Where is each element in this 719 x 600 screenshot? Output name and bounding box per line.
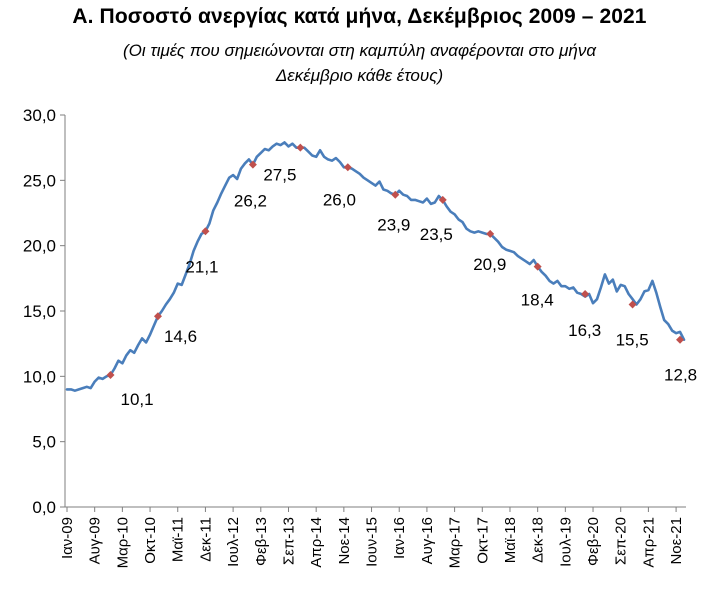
x-tick-label: Απρ-21 [640,517,657,568]
x-tick-label: Ιουν-15 [364,517,381,567]
x-tick-label: Οκτ-17 [474,517,491,564]
data-label: 21,1 [185,257,218,276]
x-tick-label: Μαρ-17 [447,517,464,568]
x-tick-label: Ιαν-16 [391,517,408,559]
x-tick-label: Μαϊ-11 [170,517,187,562]
y-tick-label: 20,0 [23,237,56,256]
x-tick-label: Αυγ-09 [87,517,104,564]
data-marker [438,195,447,204]
data-label: 14,6 [164,327,197,346]
data-marker [581,290,590,299]
data-label: 20,9 [473,255,506,274]
data-marker [391,190,400,199]
data-marker [486,229,495,238]
data-label: 18,4 [521,291,554,310]
y-tick-label: 0,0 [32,498,56,517]
data-marker [628,300,637,309]
data-label: 15,5 [616,330,649,349]
data-label: 26,0 [323,190,356,209]
x-tick-label: Φεβ-13 [253,517,270,566]
data-label: 26,2 [234,192,267,211]
y-tick-label: 25,0 [23,171,56,190]
x-tick-label: Νοε-14 [336,517,353,565]
data-label: 16,3 [568,321,601,340]
data-label: 10,1 [121,390,154,409]
data-marker [201,227,210,236]
data-marker [153,312,162,321]
x-tick-label: Σεπ-20 [613,517,630,565]
x-tick-label: Ιαν-09 [59,517,76,559]
x-tick-label: Νοε-21 [668,517,685,565]
x-tick-label: Φεβ-20 [585,517,602,566]
y-tick-label: 15,0 [23,302,56,321]
x-tick-label: Οκτ-10 [142,517,159,564]
x-tick-label: Ιουλ-19 [557,517,574,567]
x-tick-label: Απρ-14 [308,517,325,568]
data-label: 27,5 [263,166,296,185]
data-marker [106,371,115,380]
chart-title: Α. Ποσοστό ανεργίας κατά μήνα, Δεκέμβριο… [72,5,647,28]
x-tick-label: Αυγ-16 [419,517,436,564]
x-tick-label: Ιουλ-12 [225,517,242,567]
y-tick-label: 30,0 [23,106,56,125]
chart-subtitle: (Οι τιμές που σημειώνονται στη καμπύλη α… [0,38,719,88]
x-tick-label: Δεκ-18 [530,517,547,563]
y-tick-label: 5,0 [32,433,56,452]
data-marker [676,335,685,344]
chart-subtitle-line-1: (Οι τιμές που σημειώνονται στη καμπύλη α… [122,41,597,60]
chart-subtitle-line-2: Δεκέμβριο κάθε έτους) [275,66,444,85]
x-tick-label: Δεκ-11 [197,517,214,562]
data-marker [248,160,257,169]
x-tick-label: Μαϊ-18 [502,517,519,563]
unemployment-series-line [65,141,686,393]
data-label: 23,5 [420,225,453,244]
y-tick-label: 10,0 [23,367,56,386]
data-label: 23,9 [377,216,410,235]
data-marker [533,262,542,271]
data-label: 12,8 [664,366,697,385]
x-tick-label: Μαρ-10 [114,517,131,568]
data-marker [296,143,305,152]
data-marker [343,163,352,172]
x-tick-label: Σεπ-13 [280,517,297,565]
